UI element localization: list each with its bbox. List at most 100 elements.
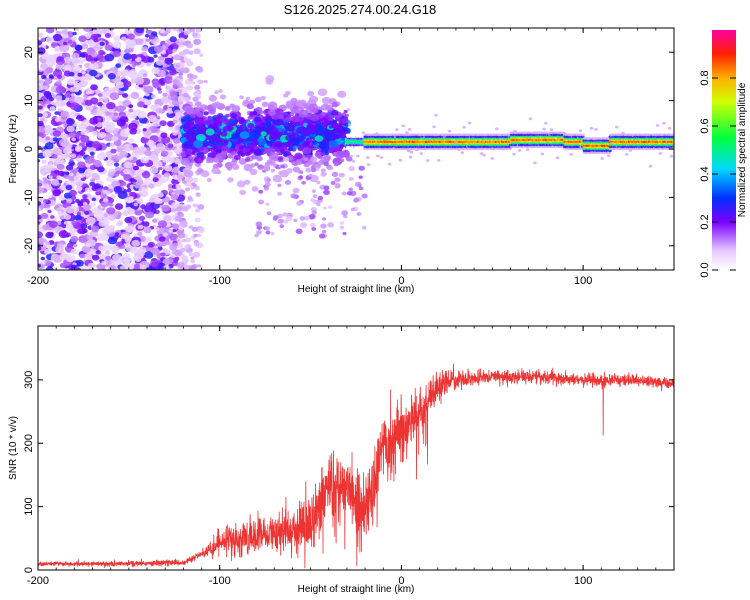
spectrogram-cell [130, 91, 140, 100]
spectrogram-cell [193, 38, 202, 46]
spectrogram-cell [201, 140, 210, 147]
spectrogram-cell [251, 186, 259, 192]
spectrogram-cell [97, 166, 105, 173]
spectrogram-cell [178, 51, 184, 56]
spectrogram-cell [297, 145, 304, 152]
spectrogram-cell [294, 152, 303, 160]
spectrogram-cell [231, 132, 240, 139]
spectrogram-cell [320, 168, 326, 173]
spectrogram-cell [171, 223, 180, 230]
spectrogram-cell [161, 136, 171, 144]
spectrogram-cell [191, 182, 196, 187]
spectrogram-cell [104, 33, 111, 38]
spectrogram-cell [310, 156, 318, 163]
spectrogram-cell [107, 225, 115, 231]
spectrogram-cell [120, 244, 126, 249]
spectrogram-cell [347, 123, 352, 126]
spectrogram-cell [238, 158, 247, 165]
spectrogram-cell [305, 167, 312, 173]
spectrogram-cell [38, 105, 43, 110]
spectrogram-cell [308, 173, 313, 178]
spectrogram-cell [247, 123, 255, 129]
spectrogram-cell [102, 120, 112, 128]
spectrogram-cell [130, 246, 139, 254]
spectrogram-cell [300, 222, 308, 228]
spectrogram-cell [339, 153, 345, 158]
spectrogram-cell [170, 194, 179, 201]
spectrogram-cell [56, 175, 62, 180]
spectrogram-cell [75, 267, 81, 270]
spectrogram-cell [226, 166, 233, 171]
spectrogram-cell [192, 96, 199, 102]
spectrogram-cell [327, 222, 335, 228]
spectrogram-cell [316, 125, 325, 133]
spectrogram-cell [128, 138, 134, 143]
spectrogram-cell [67, 256, 73, 261]
spectrogram-cell [181, 255, 189, 261]
spectrogram-cell [280, 164, 285, 169]
spectrogram-cell [116, 119, 126, 127]
spectrogram-cell [121, 69, 130, 76]
spectrogram-cell [97, 101, 103, 107]
spectrogram-cell [114, 166, 122, 173]
spectrogram-cell [309, 223, 316, 228]
spectrogram-cell [320, 223, 327, 229]
spectrogram-cell [93, 38, 99, 43]
spectrogram-cell [405, 131, 409, 135]
spectrogram-cell [256, 230, 262, 235]
spectrogram-cell [113, 51, 121, 58]
spectrogram-cell [103, 186, 109, 191]
spectrogram-cell [47, 231, 54, 237]
spectrogram-cell [152, 177, 159, 183]
spectrogram-cell [142, 128, 147, 132]
spectrogram-cell [321, 96, 331, 105]
spectrogram-cell [151, 67, 160, 75]
spectrogram-cell [104, 44, 113, 51]
spectrogram-cell [91, 225, 100, 233]
spectrogram-cell [178, 72, 183, 76]
spectrogram-cell [147, 114, 157, 123]
spectrogram-cell [89, 69, 98, 77]
spectrogram-cell [266, 211, 272, 216]
spectrogram-cell [52, 33, 62, 42]
spectrogram-cell [70, 248, 78, 255]
spectrogram-cell [254, 96, 262, 103]
spectrogram-cell [120, 105, 127, 111]
spectrogram-cell [281, 144, 288, 150]
spectrogram-cell [108, 202, 114, 207]
spectrogram-cell [341, 191, 346, 196]
spectrogram-cell [197, 264, 202, 268]
spectrogram-cell [183, 169, 194, 178]
spectrogram-cell [172, 228, 177, 233]
spectrogram-cell [246, 142, 254, 149]
spectrogram-cell [66, 198, 73, 204]
spectrogram-cell [395, 128, 399, 132]
spectrogram-cell [295, 228, 303, 235]
spectrogram-cell [288, 147, 294, 152]
spectrogram-cell [82, 194, 88, 199]
spectrogram-cell [199, 107, 204, 112]
spectrogram-cell [57, 107, 63, 112]
spectrogram-cell [60, 159, 66, 165]
spectrogram-cell [289, 112, 295, 117]
spectrogram-cell [193, 90, 202, 98]
spectrogram-cell [167, 184, 174, 189]
spectrogram-cell [237, 150, 244, 156]
spectrogram-cell [68, 71, 75, 77]
spectrogram-cell [161, 96, 171, 104]
spectrogram-cell [134, 208, 143, 216]
spectrogram-cell [38, 125, 45, 134]
spectrogram-cell [283, 156, 290, 162]
spectrogram-cell [244, 151, 251, 157]
spectrogram-cell [130, 53, 138, 60]
spectrogram-cell [227, 177, 234, 183]
spectrogram-cell [183, 115, 191, 122]
spectrogram-cell [236, 180, 246, 188]
spectrogram-cell [162, 232, 168, 237]
spectrogram-cell [197, 227, 205, 234]
spectrogram-cell [143, 251, 154, 259]
spectrogram-cell [51, 179, 60, 186]
spectrogram-cell [195, 192, 201, 197]
spectrogram-cell [38, 186, 45, 194]
spectrogram-cell [196, 125, 206, 133]
